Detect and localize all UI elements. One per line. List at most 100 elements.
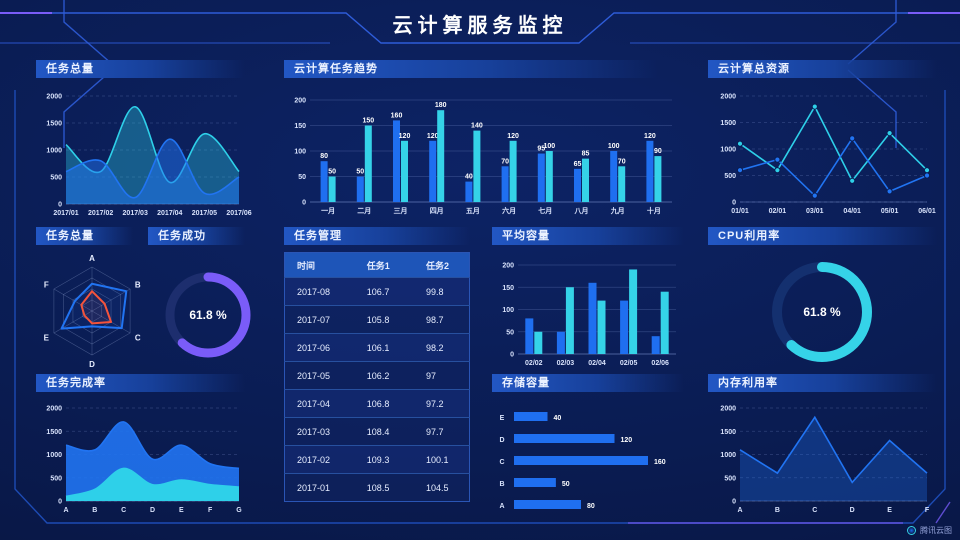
svg-text:160: 160 xyxy=(391,112,403,119)
svg-text:200: 200 xyxy=(502,263,514,270)
table-row: 2017-02 109.3 100.1 xyxy=(284,445,470,474)
svg-text:2017/04: 2017/04 xyxy=(157,210,182,217)
svg-text:02/04: 02/04 xyxy=(588,360,606,367)
table-header-cell: 时间 xyxy=(284,252,355,278)
table-row: 2017-06 106.1 98.2 xyxy=(284,333,470,362)
panel-cpu-util-title: CPU利用率 xyxy=(708,227,937,245)
table-row: 2017-04 106.8 97.2 xyxy=(284,389,470,418)
svg-text:1500: 1500 xyxy=(46,429,62,436)
svg-text:03/01: 03/01 xyxy=(806,208,824,215)
svg-text:D: D xyxy=(499,437,504,444)
svg-text:200: 200 xyxy=(294,98,306,105)
panel-task-total-area-title: 任务总量 xyxy=(36,60,245,78)
table-row: 2017-07 105.8 98.7 xyxy=(284,305,470,334)
svg-text:1500: 1500 xyxy=(46,121,62,128)
total-resource-line-chart[interactable]: 0 500 1000 1500 2000 01/01 02/01 03/01 04/01 05/0… xyxy=(708,84,937,220)
svg-text:100: 100 xyxy=(502,307,514,314)
svg-text:2017/06: 2017/06 xyxy=(226,210,251,217)
table-row: 2017-05 106.2 97 xyxy=(284,361,470,390)
svg-text:120: 120 xyxy=(399,133,411,140)
svg-text:1500: 1500 xyxy=(720,429,736,436)
task-trend-bar-chart[interactable]: 0 50 100 150 200 一月 二月 三月 四月 五月 六月 七月 八月 九月 十月 80 50 160 1… xyxy=(284,84,680,220)
svg-text:95: 95 xyxy=(537,146,545,153)
table-cell: 105.8 xyxy=(354,305,414,334)
task-table-body: 2017-08 106.7 99.8 2017-07 105.8 98.7 2017-06 1… xyxy=(284,277,470,502)
table-cell: 2017-08 xyxy=(284,277,355,306)
svg-text:B: B xyxy=(135,281,141,290)
task-total-area-chart[interactable]: 0 500 1000 1500 2000 2017/01 2017/02 2017/03 201… xyxy=(36,84,251,220)
table-cell: 106.7 xyxy=(354,277,414,306)
svg-text:B: B xyxy=(499,481,504,488)
svg-text:D: D xyxy=(89,360,95,369)
table-cell: 98.2 xyxy=(413,333,470,362)
table-header-cell: 任务2 xyxy=(413,252,470,278)
completion-area-chart[interactable]: 0 500 1000 1500 2000 A B C D E F G xyxy=(36,398,245,517)
svg-text:50: 50 xyxy=(506,329,514,336)
panel-storage-title: 存储容量 xyxy=(492,374,684,392)
panel-completion: 任务完成率 0 500 1000 1500 2000 A B C D E F G xyxy=(36,374,245,517)
panel-task-trend: 云计算任务趋势 0 50 100 150 200 一月 二月 三月 四月 五月 六月 七月 八月 九月 十月… xyxy=(284,60,680,220)
table-cell: 2017-04 xyxy=(284,389,355,418)
svg-text:2000: 2000 xyxy=(720,94,736,101)
svg-text:02/06: 02/06 xyxy=(651,360,669,367)
svg-text:50: 50 xyxy=(356,169,364,176)
table-cell: 109.3 xyxy=(354,445,414,474)
svg-text:一月: 一月 xyxy=(321,207,335,215)
task-radar-chart[interactable]: A B C D E F xyxy=(36,251,156,373)
page-title: 云计算服务监控 xyxy=(392,15,568,37)
panel-task-success: 任务成功 61.8 % xyxy=(148,227,251,373)
svg-text:150: 150 xyxy=(294,123,306,130)
task-table: 时间 任务1 任务2 2017-08 106.7 99.8 2017-07 105.8 98.… xyxy=(284,252,470,502)
svg-text:2017/02: 2017/02 xyxy=(88,210,113,217)
svg-text:500: 500 xyxy=(50,475,62,482)
svg-text:140: 140 xyxy=(471,123,483,130)
svg-text:50: 50 xyxy=(298,174,306,181)
cpu-util-donut[interactable]: 61.8 % xyxy=(708,251,937,373)
memory-util-line-chart[interactable]: 0 500 1000 1500 2000 A B C D E F xyxy=(708,398,937,517)
svg-text:04/01: 04/01 xyxy=(843,208,861,215)
table-header-cell: 任务1 xyxy=(354,252,414,278)
panel-task-radar-title: 任务总量 xyxy=(36,227,133,245)
svg-text:0: 0 xyxy=(302,200,306,207)
svg-text:D: D xyxy=(150,507,155,514)
table-cell: 97 xyxy=(413,361,470,390)
svg-text:02/03: 02/03 xyxy=(557,360,575,367)
svg-text:0: 0 xyxy=(58,499,62,506)
panel-total-resource-title: 云计算总资源 xyxy=(708,60,937,78)
svg-text:E: E xyxy=(500,415,505,422)
svg-text:五月: 五月 xyxy=(466,207,480,215)
panel-total-resource: 云计算总资源 0 500 1000 1500 2000 01/01 02/01 03/01 04… xyxy=(708,60,937,220)
svg-text:A: A xyxy=(737,507,742,514)
svg-text:G: G xyxy=(236,507,242,514)
table-cell: 98.7 xyxy=(413,305,470,334)
svg-text:十月: 十月 xyxy=(647,206,661,215)
svg-text:500: 500 xyxy=(50,175,62,182)
svg-text:05/01: 05/01 xyxy=(881,208,899,215)
svg-text:100: 100 xyxy=(608,143,620,150)
svg-text:02/05: 02/05 xyxy=(620,360,638,367)
svg-text:2000: 2000 xyxy=(46,94,62,101)
avg-capacity-bar-chart[interactable]: 0 50 100 150 200 02/02 02/03 02/04 02/05 02/06 xyxy=(492,251,684,372)
table-cell: 104.5 xyxy=(413,473,470,502)
storage-hbar-chart[interactable]: E 40 D 120 C 160 B 50 A 80 xyxy=(492,398,684,517)
svg-text:150: 150 xyxy=(502,285,514,292)
table-cell: 97.2 xyxy=(413,389,470,418)
svg-text:D: D xyxy=(850,507,855,514)
svg-text:C: C xyxy=(812,507,817,514)
svg-text:1000: 1000 xyxy=(720,147,736,154)
svg-text:120: 120 xyxy=(427,133,439,140)
svg-text:61.8 %: 61.8 % xyxy=(189,308,227,322)
table-row: 2017-01 108.5 104.5 xyxy=(284,473,470,502)
svg-text:02/01: 02/01 xyxy=(769,208,787,215)
table-cell: 108.4 xyxy=(354,417,414,446)
svg-text:120: 120 xyxy=(507,133,519,140)
panel-task-trend-title: 云计算任务趋势 xyxy=(284,60,658,78)
svg-text:160: 160 xyxy=(654,459,666,466)
svg-text:2017/03: 2017/03 xyxy=(123,210,148,217)
task-success-donut[interactable]: 61.8 % xyxy=(148,251,251,373)
svg-text:80: 80 xyxy=(320,153,328,160)
svg-text:二月: 二月 xyxy=(357,207,371,215)
table-cell: 2017-01 xyxy=(284,473,355,502)
svg-text:150: 150 xyxy=(362,118,374,125)
